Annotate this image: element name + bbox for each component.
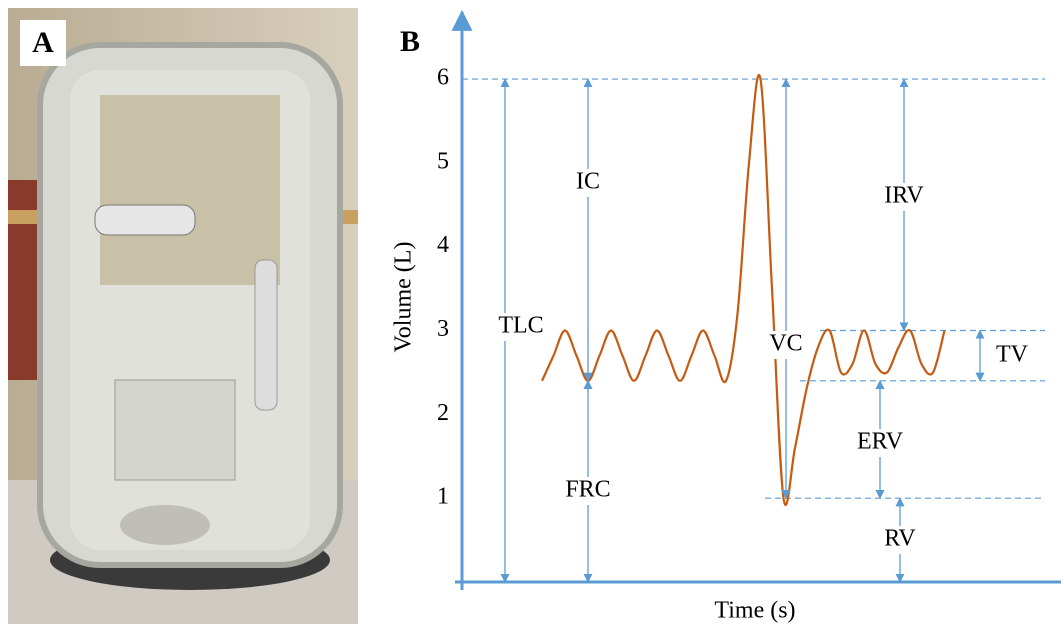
y-tick-label: 3 <box>437 316 449 342</box>
y-tick-label: 2 <box>437 400 449 426</box>
annotation-label: IRV <box>884 183 924 209</box>
label-bg <box>562 477 614 505</box>
photo <box>8 8 358 624</box>
y-axis-label: Volume (L) <box>391 242 417 353</box>
annotation-label: VC <box>769 331 802 357</box>
label-bg <box>562 169 614 197</box>
annotation-label: RV <box>884 526 916 552</box>
annotation-label: FRC <box>565 477 610 503</box>
y-tick-label: 5 <box>437 148 449 174</box>
label-bg <box>878 183 930 211</box>
x-axis-label: Time (s) <box>714 598 795 624</box>
annotation-label: TV <box>996 342 1029 368</box>
label-bg <box>874 526 926 554</box>
volume-trace <box>540 74 946 507</box>
y-tick-label: 4 <box>437 232 449 258</box>
y-tick-label: 6 <box>437 65 449 91</box>
annotation-label: IC <box>576 169 600 195</box>
annotation-label: ERV <box>857 429 904 455</box>
label-bg <box>854 429 906 457</box>
label-bg <box>760 331 812 359</box>
annotation-label: TLC <box>498 313 543 339</box>
panel-label: B <box>400 25 420 58</box>
label-bg <box>495 313 547 341</box>
y-tick-label: 1 <box>437 484 449 510</box>
panel-label: A <box>32 26 54 59</box>
